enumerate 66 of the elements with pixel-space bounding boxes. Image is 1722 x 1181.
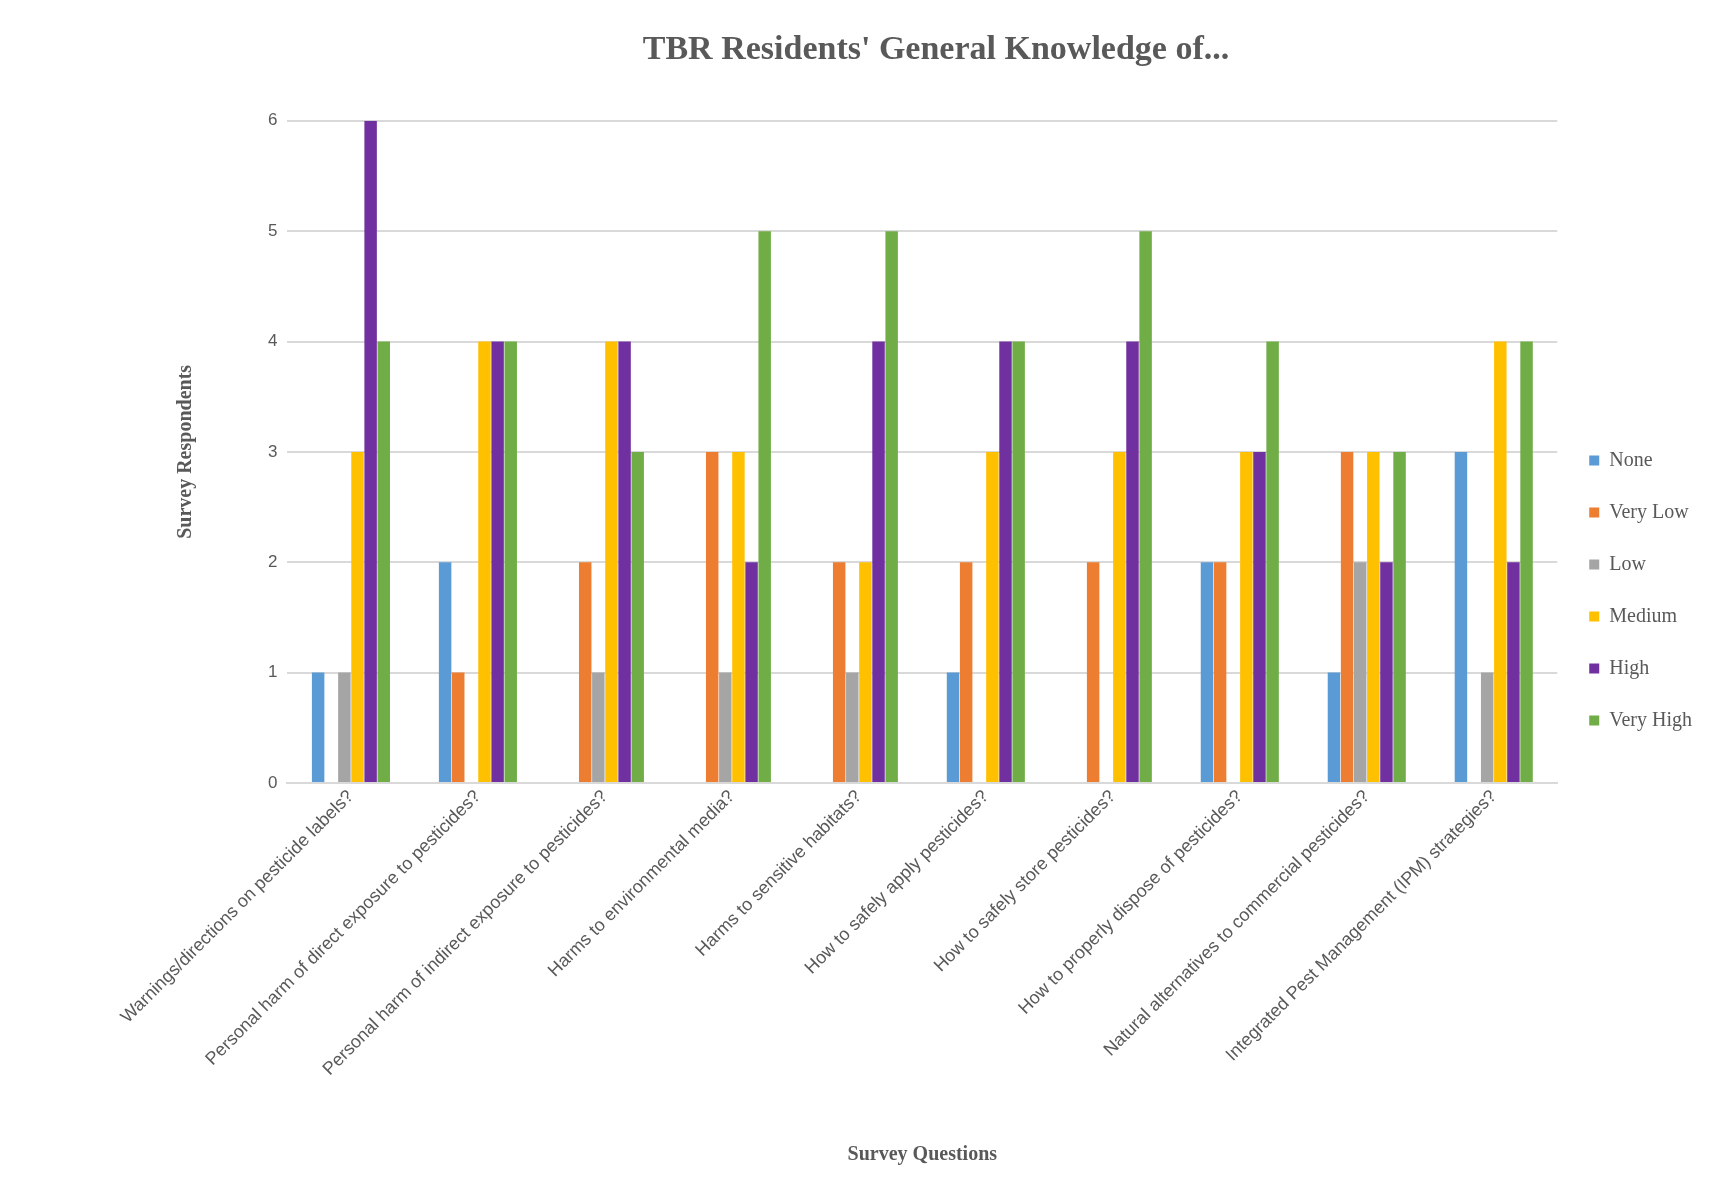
bar <box>438 562 452 782</box>
bar <box>1353 562 1367 782</box>
legend-label: High <box>1609 655 1650 679</box>
bar <box>1367 451 1380 782</box>
bar <box>631 451 644 782</box>
legend-label: None <box>1609 447 1653 470</box>
bar <box>364 120 377 782</box>
bar <box>832 562 846 782</box>
bar <box>618 341 631 782</box>
bar <box>986 451 999 782</box>
bar <box>946 672 960 782</box>
bar <box>719 672 732 782</box>
bar <box>885 231 898 782</box>
bar <box>1213 562 1227 782</box>
bar <box>859 562 872 782</box>
y-tick-label: 0 <box>267 772 278 792</box>
legend-label: Medium <box>1609 603 1678 626</box>
y-tick-label: 4 <box>267 331 278 351</box>
bar <box>1139 231 1152 782</box>
bar <box>1380 562 1393 782</box>
y-tick-label: 2 <box>267 551 278 571</box>
bar <box>1266 341 1279 782</box>
bar <box>1340 451 1354 782</box>
bar <box>338 672 351 782</box>
bar <box>1113 451 1126 782</box>
bar <box>1086 562 1100 782</box>
bar <box>999 341 1012 782</box>
bar <box>1480 672 1494 782</box>
bar <box>732 451 745 782</box>
bar <box>758 231 771 782</box>
bar <box>1454 451 1468 782</box>
bar <box>452 672 465 782</box>
bar <box>1200 562 1214 782</box>
bar <box>959 562 973 782</box>
bar <box>478 341 491 782</box>
bar <box>1520 341 1533 782</box>
y-tick-label: 6 <box>267 110 278 130</box>
bar <box>1327 672 1341 782</box>
bar <box>592 672 605 782</box>
bar <box>1253 451 1266 782</box>
legend-label: Very High <box>1609 707 1692 731</box>
y-tick-label: 1 <box>267 662 278 682</box>
bar <box>311 672 325 782</box>
chart-title: TBR Residents' General Knowledge of... <box>642 29 1230 67</box>
bar <box>1494 341 1507 782</box>
bar <box>504 341 517 782</box>
bar <box>705 451 719 782</box>
y-tick-label: 5 <box>267 220 278 240</box>
legend-label: Low <box>1609 551 1647 574</box>
bar <box>377 341 390 782</box>
bar <box>1126 341 1139 782</box>
bar <box>578 562 592 782</box>
bar <box>1240 451 1253 782</box>
bar <box>872 341 885 782</box>
bar <box>846 672 859 782</box>
y-tick-label: 3 <box>267 441 278 461</box>
legend-label: Very Low <box>1609 499 1690 523</box>
bar <box>1012 341 1025 782</box>
y-axis-title: Survey Respondents <box>173 364 197 539</box>
bar <box>745 562 758 782</box>
bar <box>1393 451 1406 782</box>
bar <box>605 341 618 782</box>
x-axis-title: Survey Questions <box>847 1142 998 1166</box>
bar <box>491 341 504 782</box>
bar <box>351 451 364 782</box>
bar <box>1507 562 1520 782</box>
